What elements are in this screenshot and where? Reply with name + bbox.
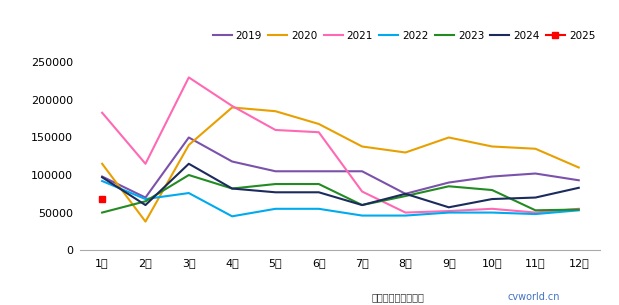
Text: cvworld.cn: cvworld.cn (508, 292, 560, 302)
Legend: 2019, 2020, 2021, 2022, 2023, 2024, 2025: 2019, 2020, 2021, 2022, 2023, 2024, 2025 (213, 31, 595, 41)
Text: 制图：第一商用车网: 制图：第一商用车网 (371, 292, 424, 302)
